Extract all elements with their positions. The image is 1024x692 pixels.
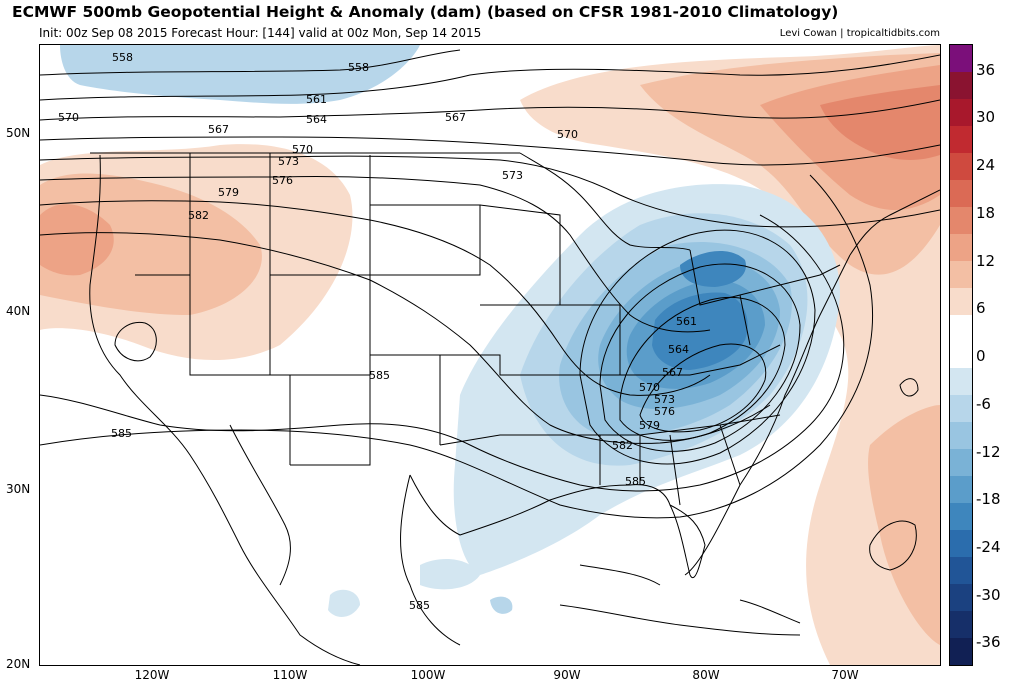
colorbar-segment <box>950 260 972 288</box>
contour-label: 561 <box>676 315 697 328</box>
contour-label: 561 <box>306 93 327 106</box>
lon-label: 80W <box>692 668 720 682</box>
lon-label: 110W <box>272 668 308 682</box>
contour-label: 570 <box>292 143 313 156</box>
colorbar-label: 6 <box>976 299 986 317</box>
colorbar-segment <box>950 45 972 72</box>
contour-label: 585 <box>625 475 646 488</box>
colorbar-segment <box>950 637 972 665</box>
credit-text: Levi Cowan | tropicaltidbits.com <box>779 28 940 39</box>
contour-label: 564 <box>668 343 689 356</box>
colorbar-segment <box>950 206 972 234</box>
height-contours <box>40 49 940 571</box>
colorbar-label: -24 <box>976 538 1001 556</box>
map-subtitle: Init: 00z Sep 08 2015 Forecast Hour: [14… <box>39 26 482 40</box>
contour-label: 567 <box>208 123 229 136</box>
lon-label: 70W <box>831 668 859 682</box>
contour-label: 570 <box>557 128 578 141</box>
contour-label: 585 <box>409 599 430 612</box>
contour-label: 567 <box>662 366 683 379</box>
lon-label: 90W <box>553 668 581 682</box>
colorbar-label: 30 <box>976 108 996 126</box>
lat-label: 50N <box>6 126 31 140</box>
colorbar-label: -36 <box>976 633 1001 651</box>
colorbar-label: 24 <box>976 156 996 174</box>
contour-label: 567 <box>445 111 466 124</box>
colorbar-segment <box>950 179 972 207</box>
colorbar-segment <box>950 611 972 638</box>
contour-label: 576 <box>272 174 293 187</box>
lat-label: 20N <box>6 657 31 671</box>
contour-label: 573 <box>654 393 675 406</box>
colorbar-label: 36 <box>976 61 996 79</box>
colorbar-segment <box>950 368 972 396</box>
colorbar-label: -30 <box>976 586 1001 604</box>
contour-label: 585 <box>111 427 132 440</box>
map-title: ECMWF 500mb Geopotential Height & Anomal… <box>12 3 839 21</box>
contour-label: 564 <box>306 113 327 126</box>
colorbar-segment <box>950 233 972 261</box>
colorbar-label: 18 <box>976 204 996 222</box>
colorbar-segment <box>950 557 972 585</box>
colorbar-segment <box>950 530 972 558</box>
contour-label: 570 <box>58 111 79 124</box>
contour-label: 576 <box>654 405 675 418</box>
contour-label: 579 <box>639 419 660 432</box>
map-panel: 558 558 561 564 567 567 570 570 570 573 … <box>39 44 941 666</box>
contour-label: 558 <box>112 51 133 64</box>
colorbar-segment <box>950 152 972 180</box>
colorbar-segment <box>950 395 972 423</box>
colorbar-label: -12 <box>976 443 1001 461</box>
colorbar-segment <box>950 584 972 612</box>
colorbar-label: -18 <box>976 490 1001 508</box>
contour-label: 570 <box>639 381 660 394</box>
contour-label: 579 <box>218 186 239 199</box>
lon-label: 100W <box>410 668 446 682</box>
colorbar-segment <box>950 476 972 504</box>
map-canvas: 558 558 561 564 567 567 570 570 570 573 … <box>40 45 940 665</box>
colorbar-segment <box>950 422 972 450</box>
lon-label: 120W <box>134 668 170 682</box>
state-borders <box>90 152 841 506</box>
contour-label: 558 <box>348 61 369 74</box>
contour-label: 573 <box>278 155 299 168</box>
contour-label: 582 <box>188 209 209 222</box>
colorbar-label: 0 <box>976 347 986 365</box>
colorbar-label: -6 <box>976 395 991 413</box>
colorbar-label: 12 <box>976 252 996 270</box>
positive-anomaly-shading <box>40 45 940 665</box>
contour-label: 573 <box>502 169 523 182</box>
colorbar-segment <box>950 71 972 99</box>
colorbar-segment <box>950 449 972 477</box>
colorbar-segment <box>950 287 972 315</box>
lat-label: 30N <box>6 482 31 496</box>
colorbar-segment <box>950 125 972 153</box>
colorbar <box>949 44 973 666</box>
colorbar-segment <box>950 98 972 126</box>
contour-labels: 558 558 561 564 567 567 570 570 570 573 … <box>58 51 697 612</box>
colorbar-segment <box>950 503 972 531</box>
colorbar-segment <box>950 341 972 369</box>
contour-label: 585 <box>369 369 390 382</box>
colorbar-segment <box>950 314 972 342</box>
lat-label: 40N <box>6 304 31 318</box>
contour-label: 582 <box>612 439 633 452</box>
